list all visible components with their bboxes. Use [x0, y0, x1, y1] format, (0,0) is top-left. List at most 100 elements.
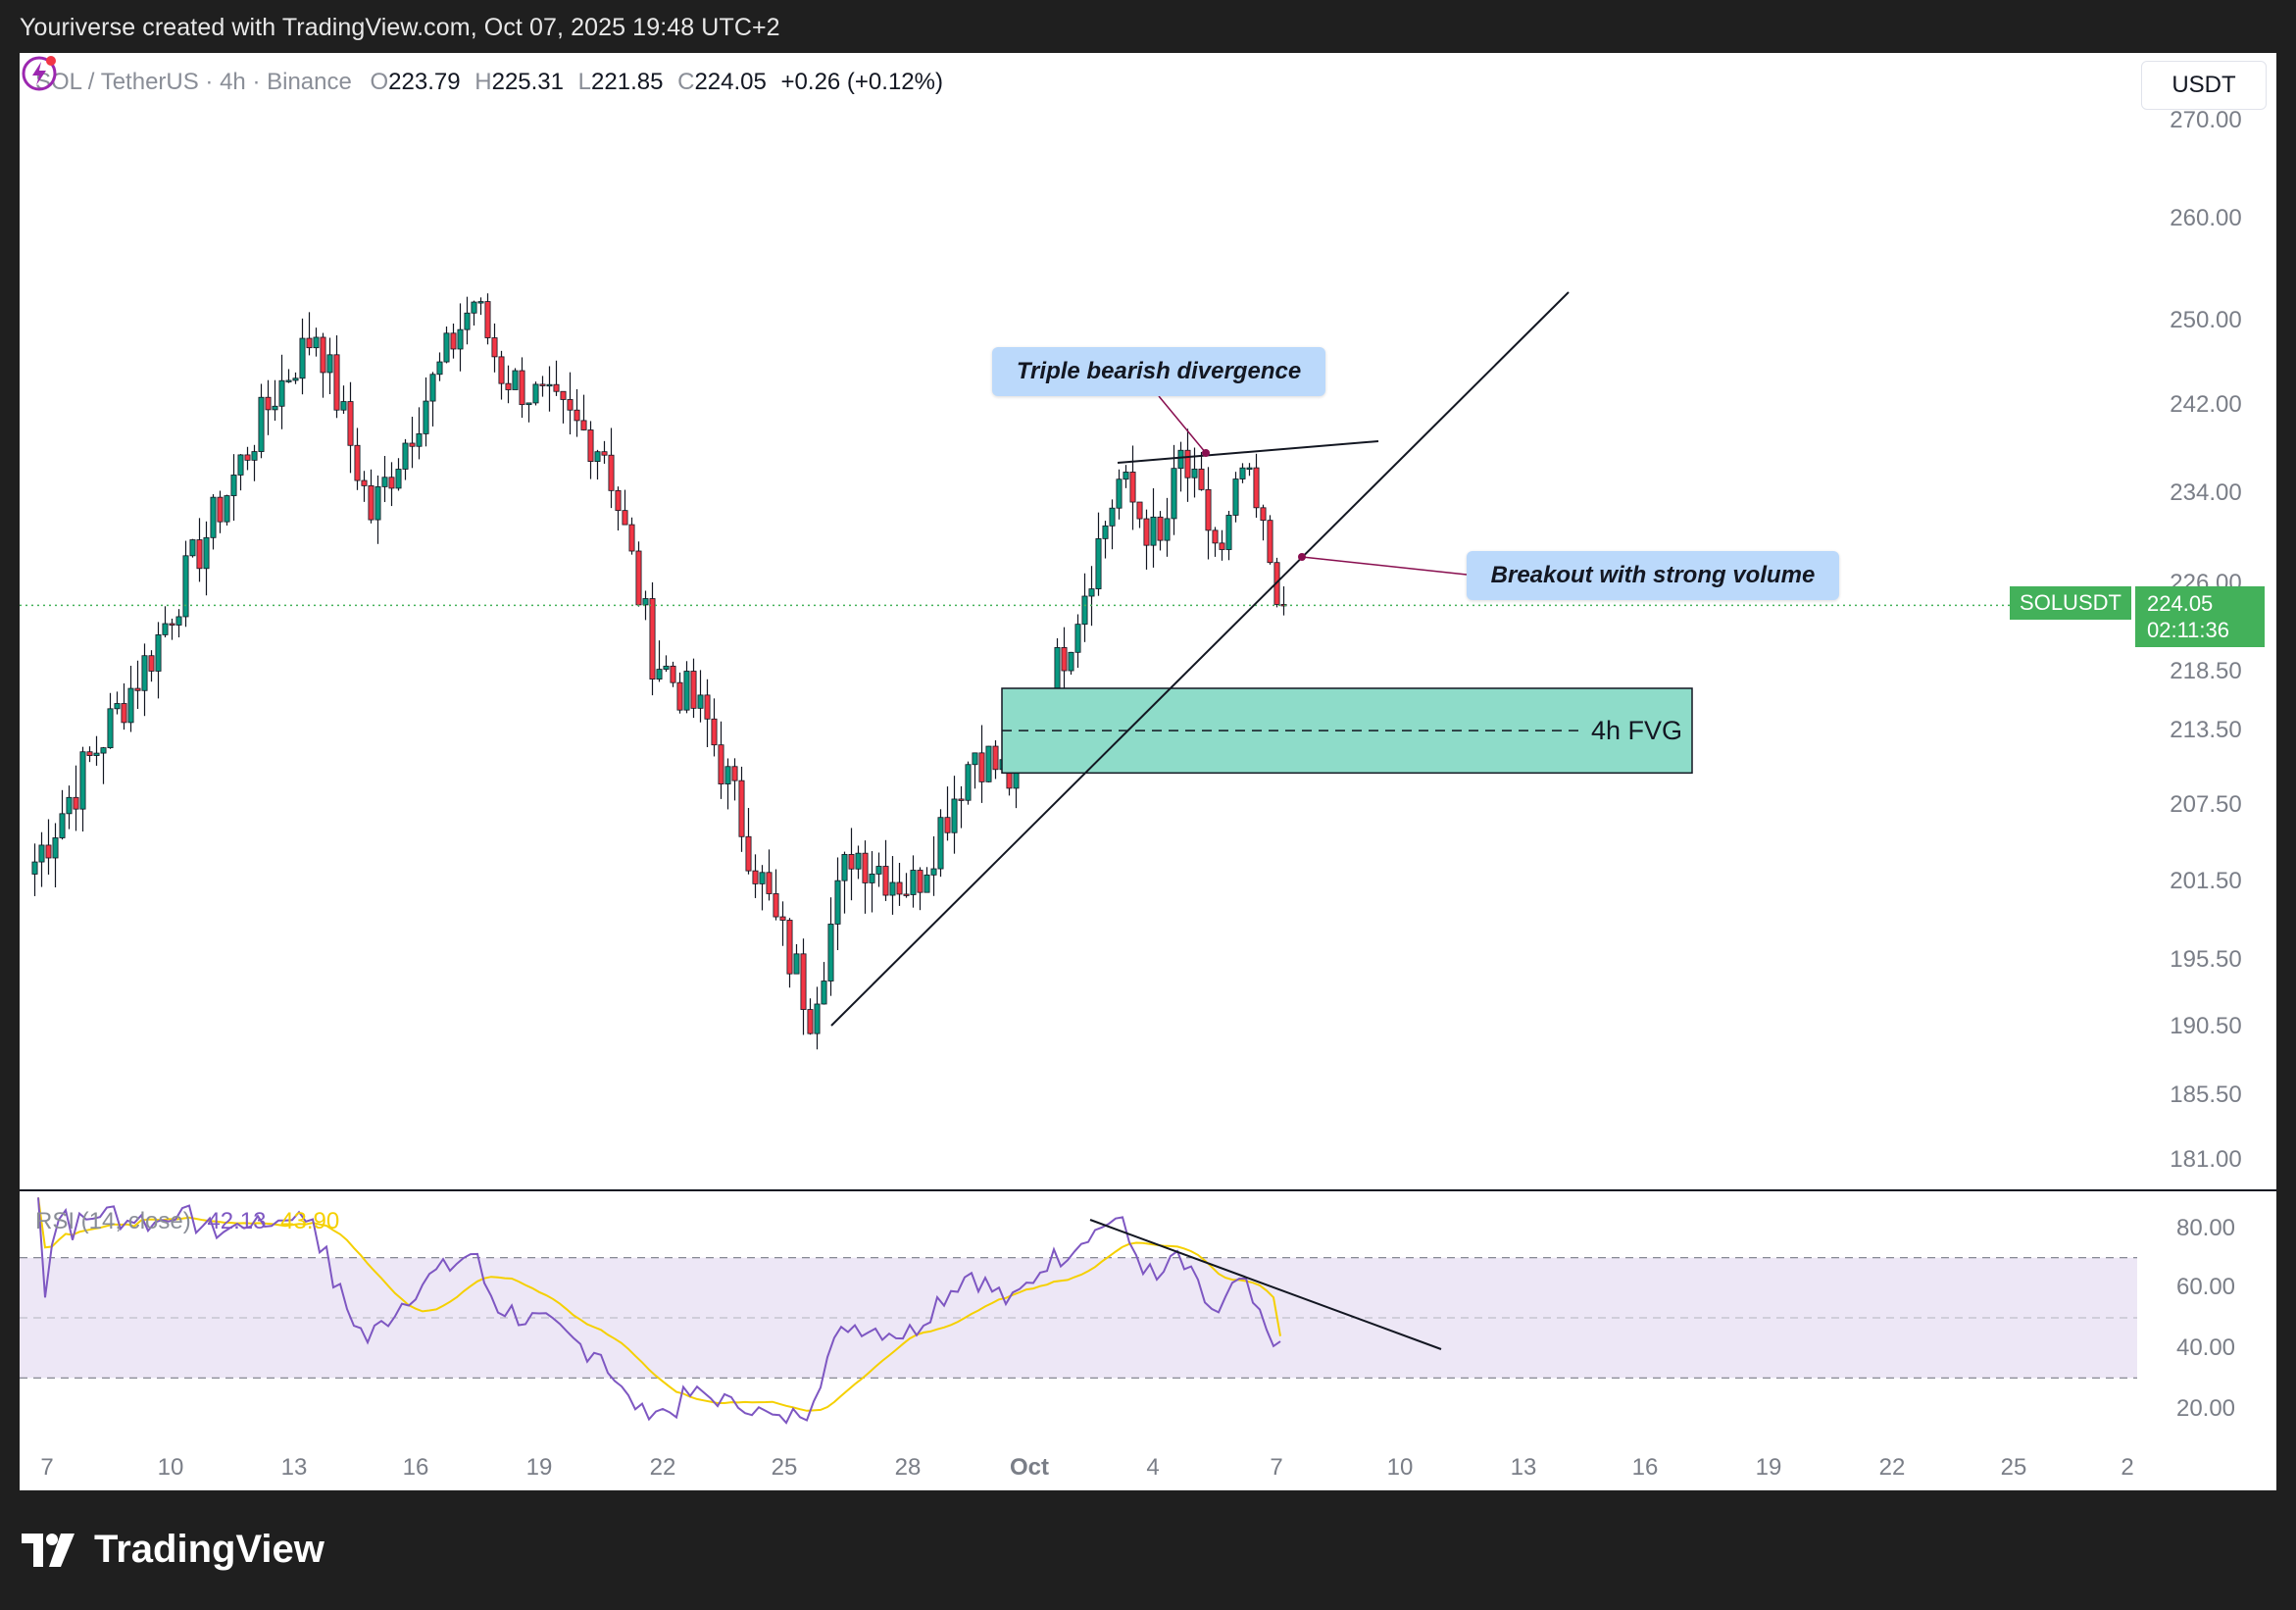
- candle: [1102, 521, 1109, 559]
- candle: [251, 444, 258, 481]
- candle: [1109, 499, 1116, 550]
- last-price-value: 224.05: [2147, 591, 2214, 616]
- candle: [882, 839, 889, 901]
- candle: [786, 918, 793, 988]
- candle-body: [1260, 507, 1267, 522]
- candle-body: [683, 671, 690, 711]
- candle: [1198, 451, 1205, 491]
- candle: [278, 354, 285, 429]
- candle: [155, 622, 162, 699]
- candle-body: [258, 396, 265, 452]
- candle: [1171, 444, 1177, 535]
- candle-body: [292, 377, 299, 381]
- candle-body: [525, 402, 532, 406]
- candle: [1205, 467, 1212, 560]
- low-label: L: [577, 69, 592, 95]
- candle-body: [299, 337, 306, 379]
- candle-body: [1136, 501, 1143, 520]
- annotation-divergence[interactable]: Triple bearish divergence: [992, 347, 1325, 396]
- candle: [690, 658, 697, 719]
- candle-body: [800, 953, 807, 1010]
- candle: [978, 725, 985, 803]
- candle-body: [567, 399, 574, 411]
- candle-body: [1267, 520, 1273, 564]
- candle: [1267, 515, 1273, 565]
- candle: [354, 428, 361, 490]
- candle: [1095, 512, 1102, 596]
- candle-body: [992, 745, 999, 771]
- candle: [31, 843, 38, 896]
- close-label: C: [677, 69, 695, 95]
- rsi-value: 42.13: [207, 1208, 267, 1234]
- price-chart[interactable]: 270.00260.00250.00242.00234.00226.00218.…: [20, 53, 2276, 1490]
- time-tick-label: 16: [1632, 1454, 1659, 1481]
- candle: [752, 854, 759, 898]
- candle: [1061, 627, 1068, 693]
- candle-body: [230, 475, 237, 496]
- candle: [649, 581, 656, 696]
- candle: [580, 394, 587, 431]
- candle: [1246, 463, 1253, 477]
- candle-body: [79, 751, 86, 810]
- candle: [670, 661, 676, 687]
- candle: [841, 851, 848, 914]
- candle: [79, 746, 86, 832]
- candle: [361, 471, 368, 502]
- candle: [910, 855, 917, 908]
- candle: [587, 421, 594, 479]
- candle: [464, 296, 471, 345]
- time-tick-label: 10: [1387, 1454, 1414, 1481]
- candle-body: [882, 866, 889, 896]
- candle: [1157, 511, 1164, 551]
- candle-body: [141, 655, 148, 691]
- candle-body: [642, 598, 649, 606]
- candle: [814, 986, 821, 1050]
- time-tick-label: 25: [772, 1454, 798, 1481]
- candle-body: [121, 703, 127, 724]
- currency-button[interactable]: USDT: [2141, 61, 2267, 110]
- candle-body: [175, 616, 182, 626]
- candle: [498, 350, 505, 400]
- candles: [31, 293, 1287, 1050]
- candle: [972, 752, 978, 789]
- candle: [1074, 614, 1081, 669]
- candle-body: [807, 1009, 814, 1034]
- candle: [141, 643, 148, 717]
- chart-panel[interactable]: 270.00 260.00 250.00 242.00 234.00 226.00 218.…: [20, 53, 2276, 1490]
- candle-body: [429, 374, 436, 402]
- candle-body: [752, 870, 759, 884]
- rsi-ma-value: 43.90: [280, 1208, 340, 1234]
- candle-body: [52, 837, 59, 859]
- candle-body: [196, 539, 203, 570]
- candle-body: [814, 1003, 821, 1034]
- annotation-breakout[interactable]: Breakout with strong volume: [1467, 551, 1839, 600]
- candle: [134, 660, 141, 710]
- lightning-icon[interactable]: [20, 53, 59, 92]
- candle-body: [718, 744, 724, 784]
- candle: [203, 521, 210, 596]
- candle-body: [1068, 651, 1074, 672]
- candle-body: [1239, 467, 1246, 479]
- candle: [1164, 497, 1171, 557]
- time-tick-label: 7: [40, 1454, 53, 1481]
- candle-body: [532, 383, 539, 404]
- candle: [1116, 469, 1123, 520]
- candle-body: [1171, 468, 1177, 520]
- candle: [628, 517, 635, 555]
- candle: [724, 758, 731, 810]
- price-tick-label: 260.00: [2170, 205, 2241, 231]
- candle: [1088, 566, 1095, 627]
- candle: [992, 740, 999, 780]
- candle: [711, 698, 718, 757]
- candle-body: [594, 451, 601, 462]
- candle: [745, 808, 752, 875]
- candle-body: [45, 844, 52, 859]
- candle-body: [560, 390, 567, 400]
- chart-attribution: Youriverse created with TradingView.com,…: [20, 14, 780, 41]
- candle: [368, 469, 374, 524]
- candle: [937, 809, 944, 878]
- rsi-legend: RSI (14, close) 42.13 43.90: [35, 1208, 339, 1235]
- rsi-tick-label: 40.00: [2176, 1334, 2235, 1361]
- candle-body: [388, 477, 395, 489]
- candle: [285, 369, 292, 383]
